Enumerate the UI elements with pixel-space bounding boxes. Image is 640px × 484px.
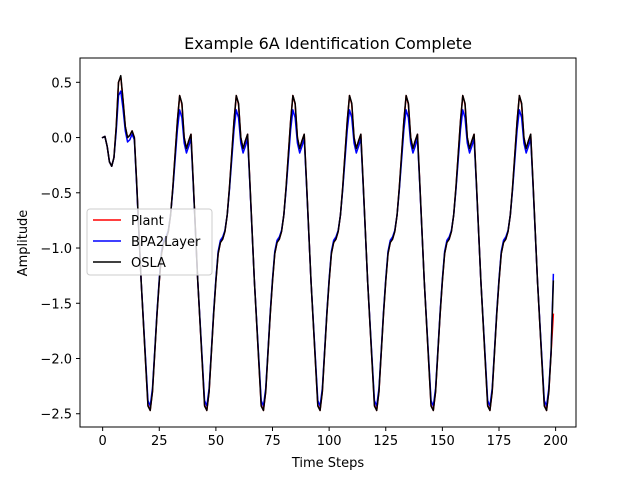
x-tick-label: 25 xyxy=(151,434,168,449)
plot-frame xyxy=(79,57,577,428)
y-tick-label: 0.5 xyxy=(51,76,72,91)
y-tick-label: −1.0 xyxy=(40,242,72,257)
legend-label-osla: OSLA xyxy=(131,256,166,271)
y-tick-label: −1.5 xyxy=(40,297,72,312)
chart-title: Example 6A Identification Complete xyxy=(184,34,472,53)
x-tick-label: 200 xyxy=(543,434,568,449)
y-tick-label: −2.0 xyxy=(40,353,72,368)
x-tick-label: 0 xyxy=(99,434,107,449)
legend-label-bpa2layer: BPA2Layer xyxy=(131,235,201,250)
y-axis-label: Amplitude xyxy=(16,210,31,277)
y-tick-label: −0.5 xyxy=(40,187,72,202)
y-tick-label: −2.5 xyxy=(40,408,72,423)
x-tick-label: 100 xyxy=(317,434,342,449)
legend-box xyxy=(86,208,213,276)
series-line-osla xyxy=(101,74,555,412)
x-tick-label: 150 xyxy=(430,434,455,449)
x-axis-label: Time Steps xyxy=(291,456,365,471)
x-tick-label: 175 xyxy=(487,434,512,449)
plot-area: 0 25 50 75 100 125 150 175 200 0.5 0.0 −0.5 −1.0 −1.5… xyxy=(40,57,577,449)
legend-label-plant: Plant xyxy=(131,214,164,229)
x-tick-label: 50 xyxy=(208,434,225,449)
x-tick-label: 75 xyxy=(264,434,281,449)
y-tick-label: 0.0 xyxy=(51,132,72,147)
x-tick-label: 125 xyxy=(373,434,398,449)
legend: Plant BPA2Layer OSLA xyxy=(86,208,213,276)
